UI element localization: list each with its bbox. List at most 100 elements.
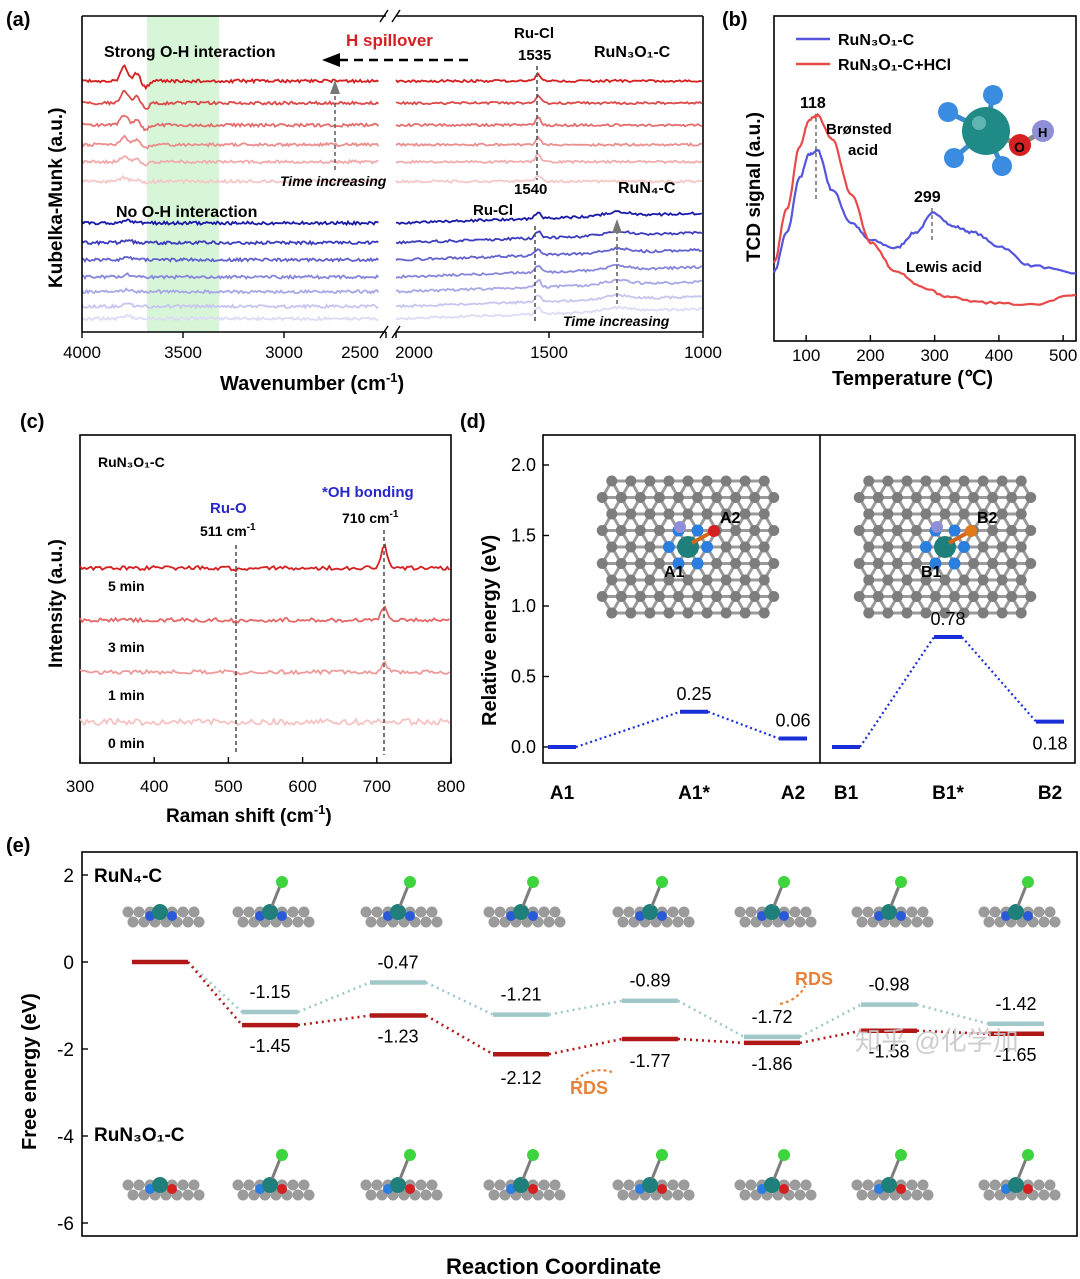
spectrum-left-12: [81, 314, 379, 322]
panel-d: (d) 0.0 0.5 1.0 1.5 2.0 Relative energy (eV)…: [460, 411, 1076, 804]
bronsted-label-2: acid: [848, 142, 878, 159]
spectrum-right-4: [395, 152, 703, 165]
panel-a-x-ticks: 4000 3500 3000 2500 2000 1500 1000: [63, 332, 722, 362]
panel-b-xlabel: Temperature (℃): [832, 368, 993, 390]
d-xlabel-5: B2: [1038, 783, 1062, 804]
a-xtick-label-2: 3000: [265, 343, 303, 362]
oh-bonding-label: *OH bonding: [322, 484, 414, 501]
panel-a: (a) 4000 3500 3000 2500 2000 1500 1000 Wavenum…: [6, 9, 722, 395]
label-0min: 0 min: [108, 735, 145, 751]
e-value-1-3: -2.12: [500, 1068, 541, 1088]
label-3min: 3 min: [108, 639, 145, 655]
legend-run3o1c-hcl: RuN₃O₁-C+HCl: [838, 57, 951, 74]
panel-b-frame: [773, 15, 1077, 342]
d-connector-1-0: [859, 636, 935, 748]
structure-top-5: [734, 876, 817, 928]
e-connector-1-2: [425, 1014, 494, 1056]
d-ytick-label-2: 1.0: [511, 596, 536, 616]
h-spillover-label: H spillover: [346, 31, 433, 50]
panel-b-x-ticks: 100 200 300 400 500: [792, 335, 1077, 365]
e-value-1-6: -1.58: [868, 1042, 909, 1062]
e-value-1-7: -1.65: [995, 1045, 1036, 1065]
spectrum-right-6: [395, 210, 703, 225]
ru-cl-top-label: Ru-Cl: [514, 25, 554, 42]
rds-arrow-1: [779, 985, 806, 1006]
spectrum-left-1: [81, 89, 380, 110]
e-ytick-label-0: 2: [63, 866, 74, 887]
spectrum-left-0: [81, 64, 379, 91]
c-xtick-label-2: 500: [214, 777, 242, 796]
legend-run3o1c: RuN₃O₁-C: [838, 32, 915, 49]
e-connector-0-6: [916, 1003, 989, 1026]
label-5min: 5 min: [108, 578, 145, 594]
h-atom-b: [931, 521, 943, 533]
panel-e-ylabel: Free energy (eV): [19, 993, 41, 1150]
b-xtick-label-4: 500: [1049, 346, 1077, 365]
h-spillover-arrowhead: [322, 53, 340, 67]
spectrum-right-10: [395, 278, 702, 294]
inset-label-b-1: B1: [921, 564, 942, 581]
d-connector-0-0: [575, 710, 681, 749]
inset-label-a-1: A1: [664, 564, 685, 581]
d-connector-1-1: [961, 636, 1037, 723]
panel-d-energy-levels: 0.25 0.06 0.78 0.18: [548, 609, 1068, 754]
lewis-acid-label: Lewis acid: [906, 259, 982, 276]
e-value-0-4: -0.89: [629, 971, 670, 991]
e-connector-0-4: [677, 999, 745, 1038]
bronsted-label-1: Brønsted: [826, 121, 892, 138]
b-xtick-label-0: 100: [792, 346, 820, 365]
spectrum-right-5: [395, 174, 702, 184]
panel-c-ylabel: Intensity (a.u.): [46, 539, 67, 668]
panel-c-frame: [79, 434, 452, 764]
oh-position: 710 cm-1: [342, 509, 399, 526]
structure-bottom-0: [122, 1177, 205, 1201]
e-value-0-1: -1.15: [249, 982, 290, 1002]
structure-top-2: [360, 876, 443, 928]
migration-arrow-b: [948, 531, 968, 545]
tcd-curve-0: [772, 148, 1076, 275]
a-xtick-label-4: 2000: [395, 343, 433, 362]
panel-d-label: (d): [460, 411, 486, 433]
ru-oh-molecule-icon: O H: [938, 85, 1054, 176]
a-xtick-label-3: 2500: [341, 343, 379, 362]
e-ytick-label-2: -2: [57, 1040, 74, 1061]
panel-b-label: (b): [722, 9, 748, 31]
panel-d-frame: [542, 434, 1076, 764]
a-xtick-label-6: 1000: [684, 343, 722, 362]
e-value-0-6: -0.98: [868, 975, 909, 995]
e-value-1-2: -1.23: [377, 1027, 418, 1047]
a-xtick-label-1: 3500: [164, 343, 202, 362]
structure-top-0: [122, 904, 205, 928]
spectrum-left-7: [81, 238, 379, 247]
c-xtick-label-1: 400: [140, 777, 168, 796]
o-atom-b: [965, 525, 977, 537]
spectrum-right-2: [395, 116, 703, 128]
d-value-B2: 0.18: [1032, 734, 1067, 754]
spectrum-right-11: [395, 293, 703, 309]
spectrum-right-7: [395, 229, 703, 245]
d-xlabel-3: B1: [834, 783, 859, 804]
e-ytick-label-4: -6: [57, 1214, 74, 1235]
e-connector-0-3: [548, 999, 623, 1016]
e-connector-1-1: [297, 1014, 371, 1027]
panel-e-structures: [122, 876, 1061, 1201]
ru-cl-bottom-position: 1540: [514, 181, 547, 198]
e-value-1-4: -1.77: [629, 1051, 670, 1071]
ru-cl-bottom-label: Ru-Cl: [473, 202, 513, 219]
lattice-inset-b: B1 B2: [853, 475, 1037, 619]
e-ytick-label-1: 0: [63, 953, 74, 974]
watermark: 知乎 @化学加: [855, 1026, 1019, 1056]
c-xtick-label-3: 600: [288, 777, 316, 796]
structure-bottom-6: [851, 1149, 934, 1201]
d-ytick-label-4: 2.0: [511, 455, 536, 475]
spectrum-left-4: [81, 155, 379, 167]
d-ytick-label-0: 0.0: [511, 737, 536, 757]
time-increasing-bottom: Time increasing: [563, 313, 670, 329]
ru-o-position: 511 cm-1: [200, 522, 256, 539]
run4c-label-a: RuN₄-C: [618, 180, 676, 197]
spectrum-left-3: [81, 134, 380, 150]
panel-c-sample: RuN₃O₁-C: [98, 454, 165, 470]
strong-oh-label: Strong O-H interaction: [104, 44, 276, 61]
spectrum-left-5: [81, 174, 379, 185]
run4c-label-e: RuN₄-C: [94, 866, 162, 887]
